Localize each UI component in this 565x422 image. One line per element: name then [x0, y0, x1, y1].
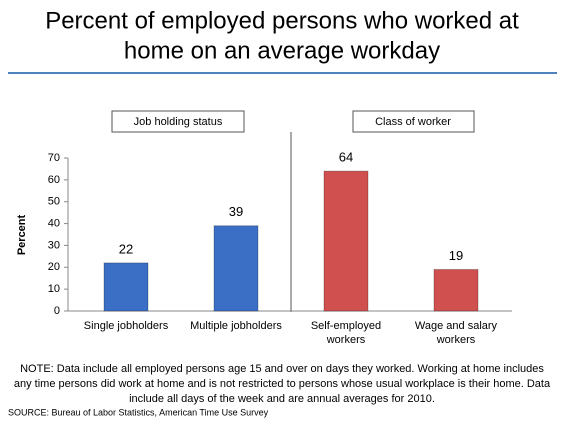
group-label: Job holding status — [134, 116, 223, 128]
group-box — [352, 110, 475, 133]
note: include all days of the week and are ann… — [129, 393, 435, 405]
value-label: 64 — [339, 150, 353, 165]
x-tick-label: Wage and salary workers — [415, 320, 498, 346]
value-label: 22 — [119, 241, 133, 256]
value-label: 19 — [449, 248, 463, 263]
y-axis-label: Percent — [16, 214, 28, 255]
x-tick-label: Self-employed workers — [311, 320, 381, 346]
y-tick-label: 10 — [48, 283, 60, 295]
y-tick-label: 30 — [48, 239, 60, 251]
bar — [433, 268, 479, 312]
y-tick-label: 20 — [48, 261, 60, 273]
y-tick-label: 60 — [48, 174, 60, 186]
bar — [323, 170, 369, 312]
y-tick-label: 40 — [48, 217, 60, 229]
bar — [213, 225, 259, 312]
note: NOTE: Data include all employed persons … — [20, 363, 544, 375]
x-tick-label: Multiple jobholders — [190, 320, 282, 332]
bar — [103, 262, 149, 312]
y-tick-label: 0 — [54, 305, 60, 317]
source: SOURCE: Bureau of Labor Statistics, Amer… — [8, 407, 269, 417]
chart-title: Percent of employed persons who worked a… — [45, 7, 519, 34]
x-tick-label: Single jobholders — [84, 320, 169, 332]
value-label: 39 — [229, 204, 243, 219]
y-tick-label: 70 — [48, 152, 60, 164]
chart-title: home on an average workday — [124, 37, 440, 64]
note: any time persons did work at home and is… — [14, 378, 551, 390]
y-tick-label: 50 — [48, 196, 60, 208]
group-label: Class of worker — [375, 116, 451, 128]
group-box — [111, 110, 245, 133]
